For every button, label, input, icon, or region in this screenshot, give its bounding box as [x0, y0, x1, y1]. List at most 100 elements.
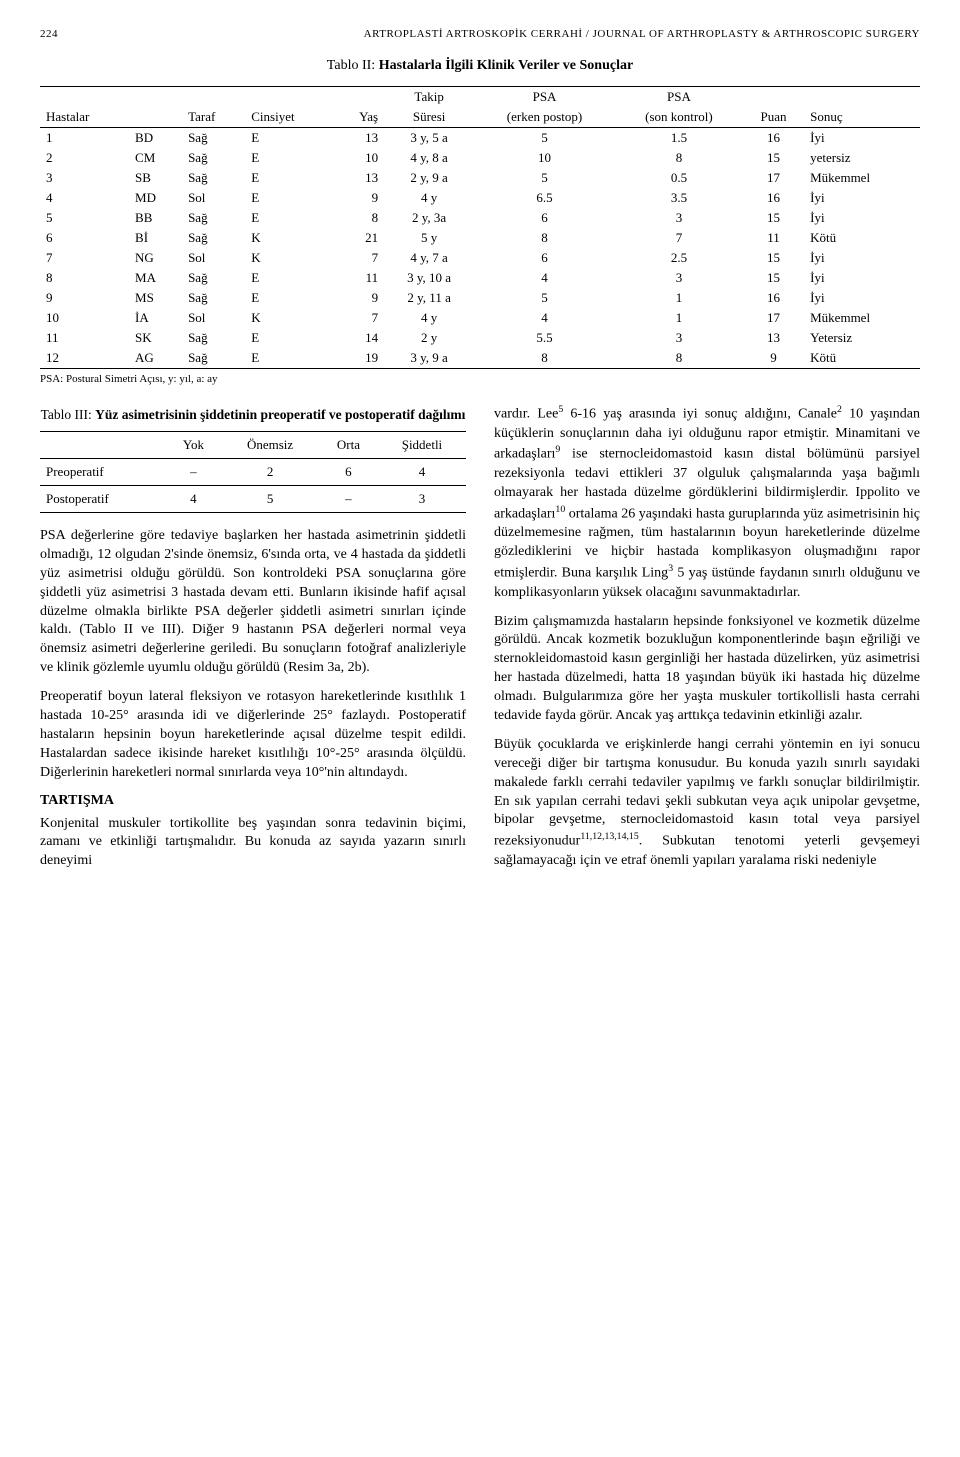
table-cell: 5 y [384, 228, 474, 248]
table-cell: 10 [334, 148, 384, 168]
table-cell: 2 y, 3a [384, 208, 474, 228]
section-tartisma: TARTIŞMA [40, 793, 466, 809]
table-cell: 17 [743, 308, 804, 328]
table-cell: E [245, 128, 334, 149]
table3-title: Tablo III: Yüz asimetrisinin şiddetinin … [40, 407, 466, 423]
table-cell: 13 [743, 328, 804, 348]
table-cell: 17 [743, 168, 804, 188]
table-cell: Sol [182, 188, 245, 208]
table-cell: Sağ [182, 128, 245, 149]
table-cell: 8 [40, 268, 129, 288]
table-row: 4MDSolE94 y6.53.516İyi [40, 188, 920, 208]
table-cell: Sağ [182, 168, 245, 188]
table-cell: E [245, 348, 334, 369]
t2-h-son: (son kontrol) [615, 107, 743, 128]
table-row: 9MSSağE92 y, 11 a5116İyi [40, 288, 920, 308]
t2-h-sonuc: Sonuç [804, 107, 920, 128]
table-cell: Sağ [182, 228, 245, 248]
table-cell: 8 [615, 148, 743, 168]
t3-r1-c4: 3 [378, 486, 466, 513]
table-cell: 5.5 [474, 328, 615, 348]
table-cell: Kötü [804, 228, 920, 248]
table-cell: 4 [474, 268, 615, 288]
t3-r0-label: Preoperatif [40, 459, 166, 486]
t3-r0-c4: 4 [378, 459, 466, 486]
table-cell: 12 [40, 348, 129, 369]
t3-r0-c1: – [166, 459, 222, 486]
table-cell: E [245, 328, 334, 348]
table-cell: E [245, 168, 334, 188]
table-cell: AG [129, 348, 182, 369]
table-cell: 3 y, 10 a [384, 268, 474, 288]
table-cell: 10 [474, 148, 615, 168]
table2-title: Tablo II: Hastalarla İlgili Klinik Veril… [40, 58, 920, 74]
table-cell: 15 [743, 148, 804, 168]
table-cell: Sağ [182, 288, 245, 308]
table-cell: 15 [743, 268, 804, 288]
t2-h-erken: (erken postop) [474, 107, 615, 128]
t3-r1-c2: 5 [221, 486, 319, 513]
table-cell: 13 [334, 168, 384, 188]
table-row: 8MASağE113 y, 10 a4315İyi [40, 268, 920, 288]
table-cell: İA [129, 308, 182, 328]
table-cell: E [245, 148, 334, 168]
t3-h-yok: Yok [166, 432, 222, 459]
left-column: Tablo III: Yüz asimetrisinin şiddetinin … [40, 403, 466, 881]
table-row: 11SKSağE142 y5.5313Yetersiz [40, 328, 920, 348]
table-row: 5BBSağE82 y, 3a6315İyi [40, 208, 920, 228]
table-cell: İyi [804, 128, 920, 149]
table-cell: SB [129, 168, 182, 188]
page-header: 224 ARTROPLASTİ ARTROSKOPİK CERRAHİ / JO… [40, 28, 920, 40]
table-cell: Mükemmel [804, 168, 920, 188]
table-cell: BD [129, 128, 182, 149]
table-cell: 9 [743, 348, 804, 369]
page-number: 224 [40, 28, 58, 40]
right-p1: vardır. Lee5 6-16 yaş arasında iyi sonuç… [494, 403, 920, 603]
t3-r1-c3: – [319, 486, 378, 513]
table-cell: 9 [40, 288, 129, 308]
t2-h-puan: Puan [743, 107, 804, 128]
table-cell: SK [129, 328, 182, 348]
table-row: 7NGSolK74 y, 7 a62.515İyi [40, 248, 920, 268]
table-cell: Sağ [182, 348, 245, 369]
table-cell: 3 [40, 168, 129, 188]
table2-title-prefix: Tablo II: [327, 58, 379, 73]
table-cell: yetersiz [804, 148, 920, 168]
table-cell: Sağ [182, 268, 245, 288]
table-cell: 5 [40, 208, 129, 228]
table-cell: CM [129, 148, 182, 168]
table-cell: 15 [743, 248, 804, 268]
table-row: 2CMSağE104 y, 8 a10815yetersiz [40, 148, 920, 168]
table-cell: MA [129, 268, 182, 288]
table-cell: E [245, 288, 334, 308]
table-cell: 2.5 [615, 248, 743, 268]
table-cell: K [245, 228, 334, 248]
journal-name: ARTROPLASTİ ARTROSKOPİK CERRAHİ / JOURNA… [364, 28, 920, 40]
table-cell: İyi [804, 288, 920, 308]
table-cell: 21 [334, 228, 384, 248]
table-cell: 1 [615, 288, 743, 308]
table-cell: 2 [40, 148, 129, 168]
table-cell: 14 [334, 328, 384, 348]
table-cell: E [245, 188, 334, 208]
table-cell: 13 [334, 128, 384, 149]
table-cell: 8 [474, 228, 615, 248]
table-cell: E [245, 208, 334, 228]
t2-h-hastalar: Hastalar [40, 107, 129, 128]
left-p1: PSA değerlerine göre tedaviye başlarken … [40, 527, 466, 678]
table-cell: Sol [182, 308, 245, 328]
right-column: vardır. Lee5 6-16 yaş arasında iyi sonuç… [494, 403, 920, 881]
left-p2: Preoperatif boyun lateral fleksiyon ve r… [40, 688, 466, 782]
table-cell: 3 [615, 208, 743, 228]
table-cell: 1 [615, 308, 743, 328]
t2-h-cinsiyet: Cinsiyet [245, 107, 334, 128]
table-cell: Yetersiz [804, 328, 920, 348]
table-cell: 16 [743, 188, 804, 208]
table3-title-prefix: Tablo III: [41, 407, 96, 422]
t2-h-takip: Takip [384, 87, 474, 108]
table2-note: PSA: Postural Simetri Açısı, y: yıl, a: … [40, 373, 920, 385]
table-cell: BB [129, 208, 182, 228]
table-cell: 9 [334, 188, 384, 208]
table-cell: MS [129, 288, 182, 308]
t2-h-psa2: PSA [615, 87, 743, 108]
